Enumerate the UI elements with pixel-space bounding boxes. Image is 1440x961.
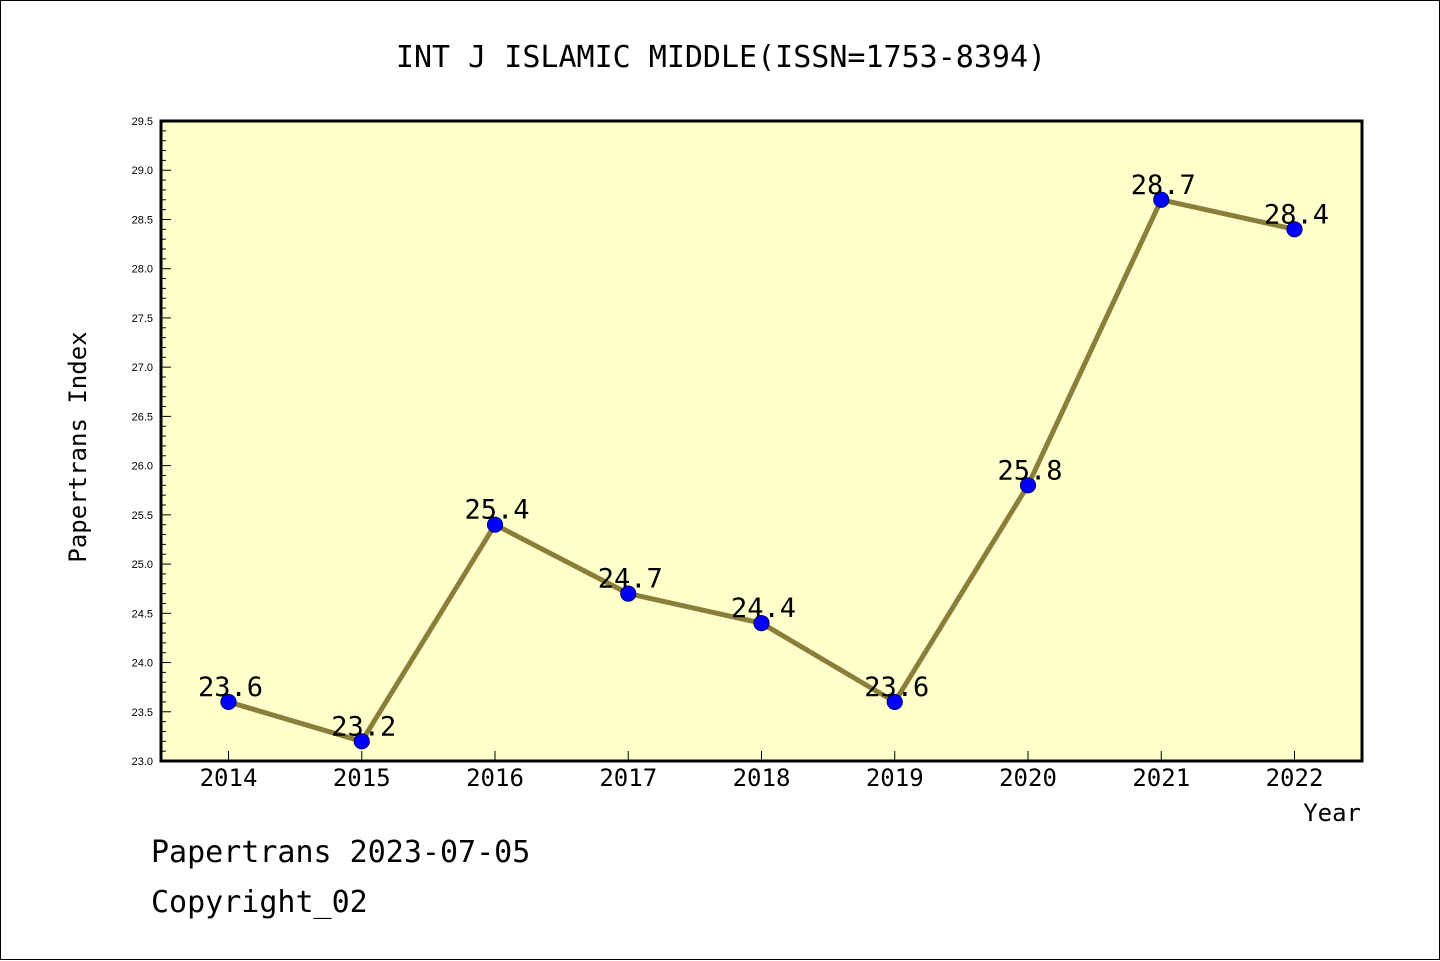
y-tick-label: 24.5 [132, 608, 153, 620]
y-tick-label: 23.0 [132, 756, 153, 768]
x-tick-label: 2015 [333, 764, 391, 792]
y-tick-label: 27.5 [132, 313, 153, 325]
data-label: 23.2 [331, 711, 396, 742]
x-tick-label: 2022 [1266, 764, 1324, 792]
x-tick-label: 2017 [599, 764, 657, 792]
x-tick-label: 2021 [1132, 764, 1190, 792]
y-axis-ticks: 23.0 23.5 24.0 24.5 25.0 25.5 26.0 26.5 27.0 27.5… [132, 116, 171, 768]
x-tick-label: 2019 [866, 764, 924, 792]
footer-date-text: Papertrans 2023-07-05 [151, 835, 531, 870]
data-label: 25.4 [464, 495, 529, 526]
y-tick-label: 25.0 [132, 559, 153, 571]
data-label: 24.7 [598, 564, 663, 595]
y-axis-label: Papertrans Index [64, 331, 92, 562]
data-point [753, 615, 770, 632]
data-label: 23.6 [864, 672, 929, 703]
y-tick-label: 27.0 [132, 362, 153, 374]
x-tick-label: 2020 [999, 764, 1057, 792]
y-tick-label: 24.0 [132, 658, 153, 670]
data-label: 23.6 [198, 672, 263, 703]
data-label: 28.4 [1264, 199, 1329, 230]
x-axis-ticks: 2014 2015 2016 2017 2018 2019 2020 2021 2022 [200, 751, 1324, 792]
data-point [220, 693, 237, 711]
data-label: 25.8 [997, 455, 1062, 486]
data-label-layer: 23.6 23.2 25.4 24.7 24.4 23.6 25.8 28.7 28.4 [198, 170, 1329, 743]
plot-area [161, 121, 1362, 761]
data-point [1286, 221, 1303, 238]
data-point [1019, 477, 1037, 494]
data-point [620, 585, 637, 602]
y-tick-label: 26.5 [132, 411, 153, 423]
data-point [486, 516, 504, 533]
data-point [1153, 191, 1170, 208]
y-tick-label: 25.5 [132, 510, 153, 522]
chart-title: INT J ISLAMIC MIDDLE(ISSN=1753-8394) [396, 40, 1046, 75]
footer-copyright-text: Copyright_02 [151, 885, 368, 920]
data-label: 28.7 [1131, 170, 1196, 201]
plot-border [159, 119, 1364, 763]
data-label: 24.4 [731, 593, 796, 624]
y-tick-label: 26.0 [132, 461, 153, 473]
x-axis-label: Year [1303, 799, 1361, 827]
y-tick-label: 23.5 [132, 707, 153, 719]
y-tick-label: 28.5 [132, 214, 153, 226]
x-tick-label: 2014 [200, 764, 258, 792]
y-tick-label: 28.0 [132, 264, 153, 276]
data-point [353, 733, 370, 750]
series-layer [220, 191, 1303, 750]
x-tick-label: 2016 [466, 764, 524, 792]
y-tick-label: 29.0 [132, 165, 153, 177]
x-tick-label: 2018 [733, 764, 791, 792]
y-tick-label: 29.5 [132, 116, 153, 128]
data-point [886, 693, 903, 711]
